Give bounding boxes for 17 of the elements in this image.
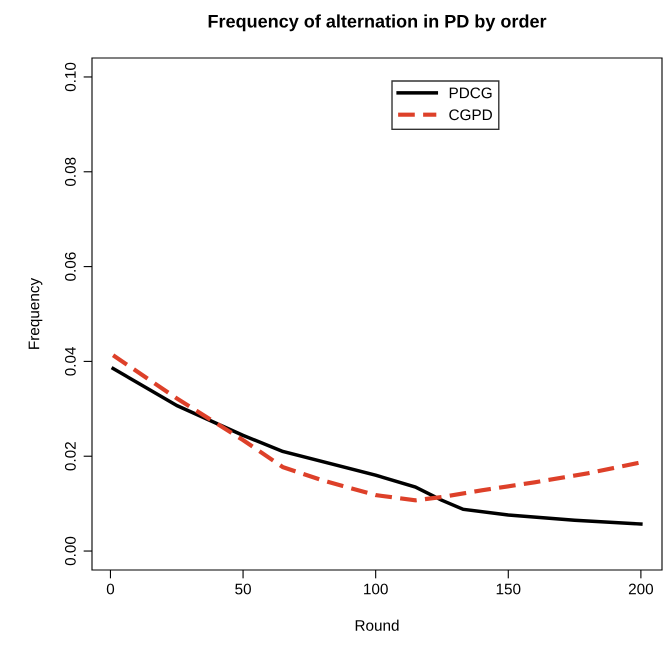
legend-label: PDCG xyxy=(450,88,492,98)
x-tick-label: 50 xyxy=(235,584,251,594)
line-series xyxy=(111,366,643,526)
x-axis-title: Round xyxy=(356,620,399,631)
y-tick-label: 0.06 xyxy=(64,252,76,281)
y-axis-title: Frequency xyxy=(28,278,42,349)
y-tick-label: 0.08 xyxy=(64,158,76,186)
y-tick-label: 0.10 xyxy=(64,62,76,92)
y-tick-label: 0.00 xyxy=(64,536,76,566)
x-tick-label: 200 xyxy=(628,584,654,594)
y-tick-label: 0.02 xyxy=(64,442,76,470)
chart-title: Frequency of alternation in PD by order xyxy=(208,14,546,32)
x-tick-label: 150 xyxy=(496,584,520,594)
y-tick-label: 0.04 xyxy=(64,346,76,376)
x-tick-label: 100 xyxy=(364,584,388,594)
x-tick-label: 0 xyxy=(106,584,114,594)
legend-label: CGPD xyxy=(449,109,492,120)
